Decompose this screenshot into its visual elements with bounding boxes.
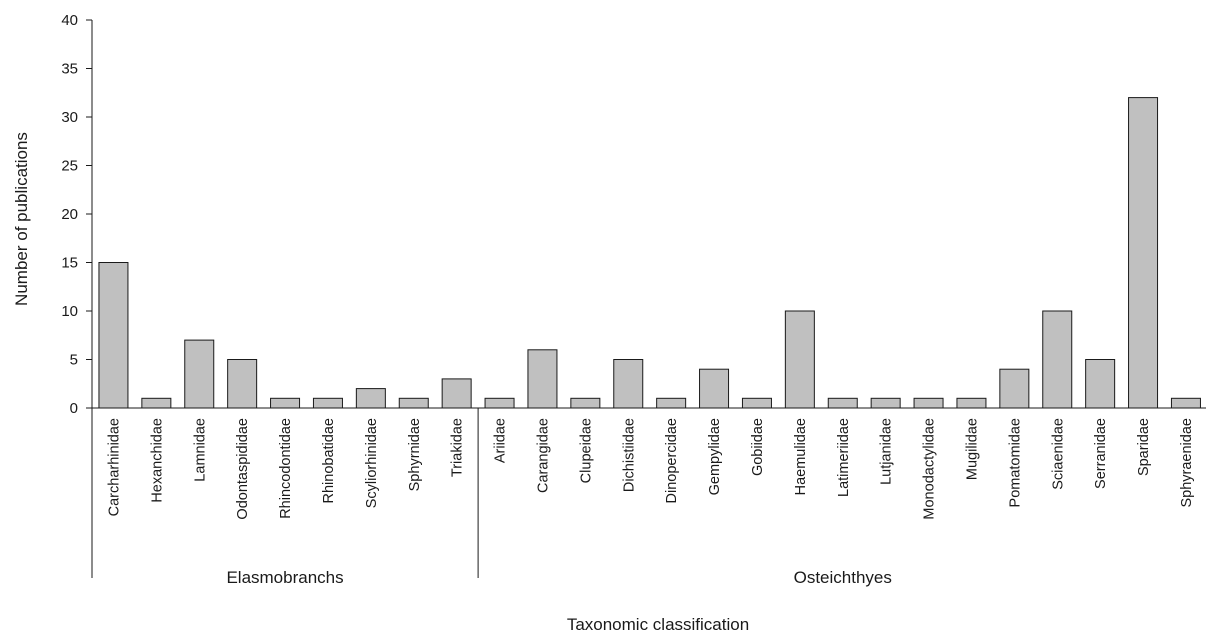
bar-rhinobatidae xyxy=(312,397,343,409)
category-label: Lamnidae xyxy=(192,418,208,482)
bar-scyliorhinidae xyxy=(355,388,386,409)
y-tick-label: 5 xyxy=(70,352,78,369)
bar-sphyrnidae xyxy=(398,397,429,409)
category-label: Sphyraenidae xyxy=(1179,418,1195,508)
category-label: Rhincodontidae xyxy=(278,418,294,519)
y-axis: 0 5 10 15 20 25 30 35 40 xyxy=(61,12,93,417)
bar-monodactylidae xyxy=(913,397,944,409)
category-label: Latimeriidae xyxy=(836,418,852,497)
category-label: Odontaspididae xyxy=(235,418,251,520)
category-label: Gobiidae xyxy=(750,418,766,476)
category-label: Triakidae xyxy=(450,418,466,477)
y-axis-title: Number of publications xyxy=(12,132,31,306)
category-label: Serranidae xyxy=(1093,418,1109,489)
bar-dichistiidae xyxy=(613,359,644,409)
x-axis-title: Taxonomic classification xyxy=(567,615,749,634)
bar-ariidae xyxy=(484,397,515,409)
category-label: Dinopercidae xyxy=(664,418,680,503)
y-tick-label: 30 xyxy=(61,109,78,126)
category-label: Clupeidae xyxy=(578,418,594,483)
group-label-elasmobranchs: Elasmobranchs xyxy=(226,568,343,587)
bar-serranidae xyxy=(1085,359,1116,409)
y-tick-label: 20 xyxy=(61,206,78,223)
y-tick-label: 0 xyxy=(70,400,78,417)
bar-sphyraenidae xyxy=(1170,397,1201,409)
bar-rhincodontidae xyxy=(270,397,301,409)
bar-lutjanidae xyxy=(870,397,901,409)
bar-odontaspididae xyxy=(227,359,258,409)
category-labels: Carcharhinidae Hexanchidae Lamnidae Odontas… xyxy=(106,418,1195,520)
bar-clupeidae xyxy=(570,397,601,409)
bars xyxy=(98,97,1201,409)
bar-gempylidae xyxy=(699,368,730,409)
category-label: Carcharhinidae xyxy=(106,418,122,516)
bar-triakidae xyxy=(441,378,472,409)
category-label: Pomatomidae xyxy=(1007,418,1023,507)
y-tick-label: 25 xyxy=(61,158,78,175)
y-tick-label: 10 xyxy=(61,303,78,320)
bar-dinopercidae xyxy=(656,397,687,409)
category-label: Haemulidae xyxy=(793,418,809,495)
bar-hexanchidae xyxy=(141,397,172,409)
category-label: Carangidae xyxy=(535,418,551,493)
bar-carangidae xyxy=(527,349,558,409)
category-label: Gempylidae xyxy=(707,418,723,495)
category-label: Dichistiidae xyxy=(621,418,637,492)
category-label: Sparidae xyxy=(1136,418,1152,476)
bar-pomatomidae xyxy=(999,368,1030,409)
y-tick-label: 15 xyxy=(61,255,78,272)
category-label: Lutjanidae xyxy=(879,418,895,485)
category-label: Ariidae xyxy=(493,418,509,463)
bar-haemulidae xyxy=(784,310,815,409)
y-tick-label: 40 xyxy=(61,12,78,29)
bar-sciaenidae xyxy=(1042,310,1073,409)
category-label: Sphyrnidae xyxy=(407,418,423,491)
bar-gobiidae xyxy=(741,397,772,409)
category-label: Scyliorhinidae xyxy=(364,418,380,508)
group-brackets: Elasmobranchs Osteichthyes xyxy=(91,408,892,587)
bar-lamnidae xyxy=(184,339,215,409)
category-label: Monodactylidae xyxy=(922,418,938,520)
y-tick-label: 35 xyxy=(61,61,78,78)
bar-latimeriidae xyxy=(827,397,858,409)
bar-mugilidae xyxy=(956,397,987,409)
category-label: Hexanchidae xyxy=(149,418,165,503)
group-label-osteichthyes: Osteichthyes xyxy=(794,568,892,587)
category-label: Sciaenidae xyxy=(1050,418,1066,490)
bar-carcharhinidae xyxy=(98,262,129,409)
category-label: Rhinobatidae xyxy=(321,418,337,503)
category-label: Mugilidae xyxy=(964,418,980,480)
bar-sparidae xyxy=(1128,97,1159,409)
